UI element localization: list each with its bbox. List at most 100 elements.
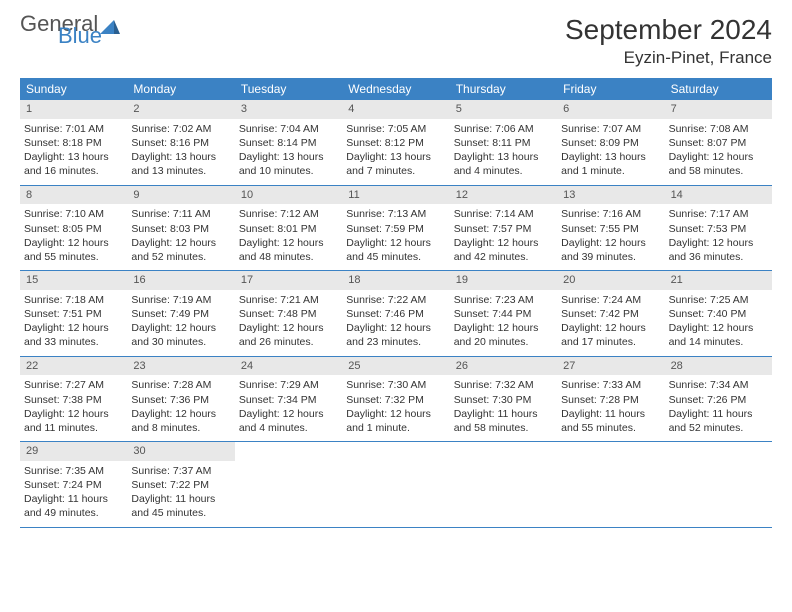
day-sunrise: Sunrise: 7:17 AM bbox=[669, 207, 768, 221]
day-day1: Daylight: 12 hours bbox=[561, 236, 660, 250]
day-number: 21 bbox=[665, 271, 772, 290]
day-number: 20 bbox=[557, 271, 664, 290]
day-day2: and 49 minutes. bbox=[24, 506, 123, 520]
header-bar: General Blue September 2024 Eyzin-Pinet,… bbox=[20, 14, 772, 68]
day-number: 13 bbox=[557, 186, 664, 205]
day-number: 15 bbox=[20, 271, 127, 290]
day-sunset: Sunset: 7:48 PM bbox=[239, 307, 338, 321]
day-sunset: Sunset: 8:07 PM bbox=[669, 136, 768, 150]
day-cell: 9Sunrise: 7:11 AMSunset: 8:03 PMDaylight… bbox=[127, 186, 234, 271]
day-day1: Daylight: 12 hours bbox=[239, 236, 338, 250]
day-sunrise: Sunrise: 7:23 AM bbox=[454, 293, 553, 307]
day-day2: and 33 minutes. bbox=[24, 335, 123, 349]
day-day2: and 16 minutes. bbox=[24, 164, 123, 178]
day-cell: 26 Sunrise: 7:32 AMSunset: 7:30 PMDayligh… bbox=[450, 357, 557, 442]
day-cell: 6Sunrise: 7:07 AMSunset: 8:09 PMDaylight… bbox=[557, 100, 664, 185]
day-cell: 27Sunrise: 7:33 AMSunset: 7:28 PMDayligh… bbox=[557, 357, 664, 442]
day-day2: and 7 minutes. bbox=[346, 164, 445, 178]
day-day1: Daylight: 11 hours bbox=[561, 407, 660, 421]
day-sunset: Sunset: 8:16 PM bbox=[131, 136, 230, 150]
day-sunrise: Sunrise: 7:02 AM bbox=[131, 122, 230, 136]
day-day2: and 55 minutes. bbox=[24, 250, 123, 264]
day-day2: and 10 minutes. bbox=[239, 164, 338, 178]
day-cell: 15Sunrise: 7:18 AMSunset: 7:51 PMDayligh… bbox=[20, 271, 127, 356]
day-sunset: Sunset: 7:22 PM bbox=[131, 478, 230, 492]
week-row: 15Sunrise: 7:18 AMSunset: 7:51 PMDayligh… bbox=[20, 271, 772, 357]
day-day1: Daylight: 12 hours bbox=[239, 321, 338, 335]
day-sunrise: Sunrise: 7:11 AM bbox=[131, 207, 230, 221]
day-day2: and 20 minutes. bbox=[454, 335, 553, 349]
location: Eyzin-Pinet, France bbox=[565, 48, 772, 68]
day-day1: Daylight: 12 hours bbox=[669, 321, 768, 335]
day-sunset: Sunset: 7:57 PM bbox=[454, 222, 553, 236]
day-day1: Daylight: 13 hours bbox=[346, 150, 445, 164]
day-day2: and 14 minutes. bbox=[669, 335, 768, 349]
day-sunrise: Sunrise: 7:05 AM bbox=[346, 122, 445, 136]
day-sunset: Sunset: 7:30 PM bbox=[454, 393, 553, 407]
day-sunrise: Sunrise: 7:21 AM bbox=[239, 293, 338, 307]
day-sunset: Sunset: 7:36 PM bbox=[131, 393, 230, 407]
day-number: 5 bbox=[450, 100, 557, 119]
day-sunset: Sunset: 7:24 PM bbox=[24, 478, 123, 492]
day-cell: 30Sunrise: 7:37 AMSunset: 7:22 PMDayligh… bbox=[127, 442, 234, 527]
day-number: 30 bbox=[127, 442, 234, 461]
day-number: 16 bbox=[127, 271, 234, 290]
day-number: 2 bbox=[127, 100, 234, 119]
day-day1: Daylight: 12 hours bbox=[239, 407, 338, 421]
day-day1: Daylight: 13 hours bbox=[454, 150, 553, 164]
day-cell: 21 Sunrise: 7:25 AMSunset: 7:40 PMDayligh… bbox=[665, 271, 772, 356]
day-sunrise: Sunrise: 7:32 AM bbox=[454, 378, 553, 392]
day-day1: Daylight: 13 hours bbox=[239, 150, 338, 164]
day-day1: Daylight: 12 hours bbox=[131, 407, 230, 421]
day-sunset: Sunset: 8:11 PM bbox=[454, 136, 553, 150]
week-row: 29Sunrise: 7:35 AMSunset: 7:24 PMDayligh… bbox=[20, 442, 772, 528]
day-number: 28 bbox=[665, 357, 772, 376]
day-sunset: Sunset: 7:26 PM bbox=[669, 393, 768, 407]
day-day1: Daylight: 12 hours bbox=[454, 236, 553, 250]
day-sunrise: Sunrise: 7:25 AM bbox=[669, 293, 768, 307]
weekday-header: Saturday bbox=[665, 78, 772, 100]
day-day1: Daylight: 13 hours bbox=[131, 150, 230, 164]
day-day2: and 45 minutes. bbox=[131, 506, 230, 520]
day-number: 26 bbox=[450, 357, 557, 376]
day-sunrise: Sunrise: 7:27 AM bbox=[24, 378, 123, 392]
day-cell: 4Sunrise: 7:05 AMSunset: 8:12 PMDaylight… bbox=[342, 100, 449, 185]
empty-day-cell bbox=[665, 442, 772, 527]
day-day1: Daylight: 12 hours bbox=[24, 407, 123, 421]
day-sunrise: Sunrise: 7:01 AM bbox=[24, 122, 123, 136]
day-sunset: Sunset: 7:32 PM bbox=[346, 393, 445, 407]
day-sunrise: Sunrise: 7:16 AM bbox=[561, 207, 660, 221]
weekday-header: Friday bbox=[557, 78, 664, 100]
logo-text-sub: Blue bbox=[58, 26, 120, 46]
day-day1: Daylight: 11 hours bbox=[454, 407, 553, 421]
day-day2: and 23 minutes. bbox=[346, 335, 445, 349]
day-number: 27 bbox=[557, 357, 664, 376]
day-number: 6 bbox=[557, 100, 664, 119]
day-number: 17 bbox=[235, 271, 342, 290]
day-sunset: Sunset: 7:55 PM bbox=[561, 222, 660, 236]
day-cell: 16Sunrise: 7:19 AMSunset: 7:49 PMDayligh… bbox=[127, 271, 234, 356]
day-cell: 3Sunrise: 7:04 AMSunset: 8:14 PMDaylight… bbox=[235, 100, 342, 185]
day-day1: Daylight: 12 hours bbox=[669, 150, 768, 164]
day-cell: 5Sunrise: 7:06 AMSunset: 8:11 PMDaylight… bbox=[450, 100, 557, 185]
day-number: 18 bbox=[342, 271, 449, 290]
day-day1: Daylight: 12 hours bbox=[131, 321, 230, 335]
day-day2: and 4 minutes. bbox=[239, 421, 338, 435]
day-sunrise: Sunrise: 7:07 AM bbox=[561, 122, 660, 136]
day-sunset: Sunset: 7:40 PM bbox=[669, 307, 768, 321]
day-day1: Daylight: 11 hours bbox=[131, 492, 230, 506]
day-sunset: Sunset: 7:34 PM bbox=[239, 393, 338, 407]
day-day1: Daylight: 11 hours bbox=[24, 492, 123, 506]
day-cell: 8Sunrise: 7:10 AMSunset: 8:05 PMDaylight… bbox=[20, 186, 127, 271]
day-sunrise: Sunrise: 7:13 AM bbox=[346, 207, 445, 221]
day-sunrise: Sunrise: 7:33 AM bbox=[561, 378, 660, 392]
day-sunset: Sunset: 7:42 PM bbox=[561, 307, 660, 321]
day-cell: 12Sunrise: 7:14 AMSunset: 7:57 PMDayligh… bbox=[450, 186, 557, 271]
day-number: 23 bbox=[127, 357, 234, 376]
day-sunrise: Sunrise: 7:22 AM bbox=[346, 293, 445, 307]
day-day2: and 52 minutes. bbox=[131, 250, 230, 264]
day-day1: Daylight: 12 hours bbox=[561, 321, 660, 335]
day-number: 3 bbox=[235, 100, 342, 119]
day-day1: Daylight: 12 hours bbox=[346, 321, 445, 335]
day-day1: Daylight: 13 hours bbox=[24, 150, 123, 164]
